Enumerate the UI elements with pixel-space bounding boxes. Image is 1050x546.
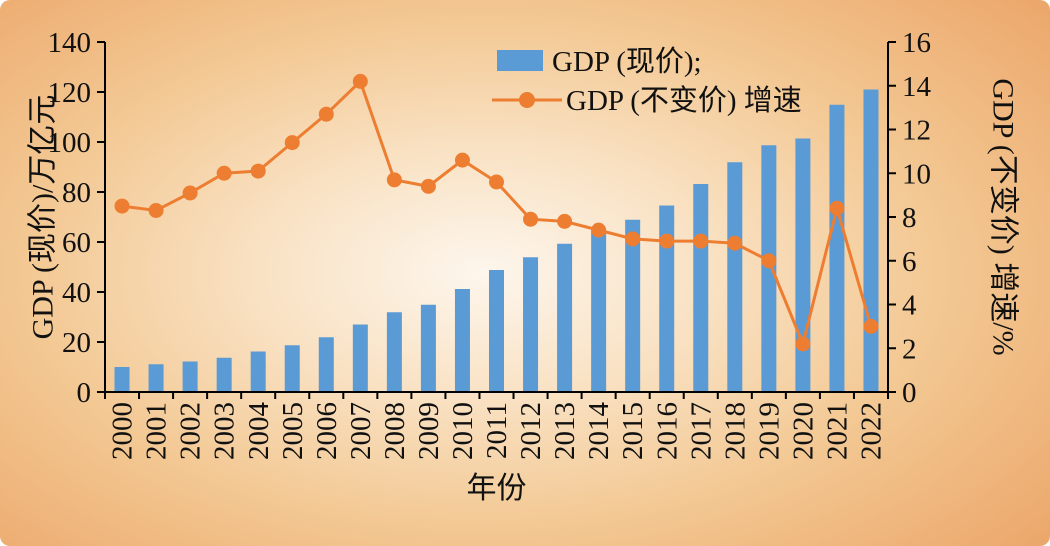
growth-marker <box>727 235 743 251</box>
gdp-bar <box>352 324 368 392</box>
left-tick-label: 60 <box>62 227 91 259</box>
x-tick-label: 2002 <box>175 402 207 460</box>
growth-marker <box>420 178 436 194</box>
right-tick-label: 14 <box>902 71 932 103</box>
gdp-bar <box>863 89 879 392</box>
gdp-bar <box>761 145 777 392</box>
growth-marker <box>829 200 845 216</box>
gdp-bar <box>250 351 266 392</box>
x-axis-title: 年份 <box>467 472 527 505</box>
right-tick-label: 0 <box>902 377 917 409</box>
left-tick-label: 120 <box>48 77 92 109</box>
growth-marker <box>318 106 334 122</box>
x-tick-label: 2012 <box>515 402 547 460</box>
growth-marker <box>182 185 198 201</box>
x-tick-label: 2006 <box>311 402 343 460</box>
x-tick-label: 2009 <box>413 402 445 460</box>
x-tick-label: 2022 <box>856 402 888 460</box>
right-tick-label: 12 <box>902 115 931 147</box>
growth-marker <box>352 73 368 89</box>
gdp-bar <box>523 257 539 392</box>
x-tick-label: 2018 <box>719 402 751 460</box>
growth-marker <box>148 202 164 218</box>
legend-swatch-gdp <box>497 50 543 71</box>
gdp-bar <box>386 312 402 392</box>
gdp-bar <box>114 367 130 392</box>
left-tick-label: 100 <box>48 127 92 159</box>
x-tick-label: 2008 <box>379 402 411 460</box>
gdp-bar <box>693 184 709 392</box>
gdp-bar <box>454 289 470 392</box>
legend-label-growth: GDP (不变价) 增速 <box>566 84 802 117</box>
gdp-bar <box>182 361 198 392</box>
gdp-bar <box>829 104 845 392</box>
x-tick-label: 2000 <box>107 402 139 460</box>
gdp-bar <box>318 337 334 392</box>
right-tick-label: 8 <box>902 202 917 234</box>
left-tick-label: 20 <box>62 327 91 359</box>
growth-marker <box>761 253 777 269</box>
growth-marker <box>386 172 402 188</box>
x-tick-label: 2019 <box>753 402 785 460</box>
x-tick-label: 2020 <box>787 402 819 460</box>
gdp-bar <box>727 162 743 392</box>
gdp-bar <box>659 205 675 392</box>
y-axis-title-right: GDP (不变价) 增速/% <box>987 78 1020 355</box>
right-tick-label: 16 <box>902 27 931 59</box>
growth-marker <box>591 222 607 238</box>
right-tick-label: 2 <box>902 333 917 365</box>
x-tick-label: 2005 <box>277 402 309 460</box>
gdp-bar <box>148 364 164 392</box>
left-tick-label: 40 <box>62 277 91 309</box>
x-tick-label: 2010 <box>447 402 479 460</box>
x-tick-label: 2003 <box>209 402 241 460</box>
right-tick-label: 4 <box>902 290 917 322</box>
growth-marker <box>795 336 811 352</box>
gdp-bar <box>625 219 641 392</box>
growth-marker <box>454 152 470 168</box>
x-tick-label: 2013 <box>549 402 581 460</box>
growth-marker <box>625 231 641 247</box>
x-tick-label: 2011 <box>481 402 513 459</box>
growth-marker <box>557 213 573 229</box>
x-tick-label: 2004 <box>243 402 275 461</box>
left-tick-label: 0 <box>77 377 92 409</box>
growth-marker <box>250 163 266 179</box>
growth-marker <box>489 174 504 190</box>
x-tick-label: 2001 <box>141 402 173 460</box>
growth-marker <box>693 233 709 249</box>
x-tick-label: 2014 <box>583 402 615 461</box>
gdp-bar <box>591 231 607 392</box>
right-tick-label: 10 <box>902 158 931 190</box>
gdp-bar <box>284 345 300 392</box>
growth-marker <box>863 318 879 334</box>
x-tick-label: 2017 <box>685 402 717 460</box>
gdp-bar <box>420 304 436 392</box>
y-axis-title-left: GDP (现价)/万亿元 <box>27 95 60 340</box>
x-tick-label: 2015 <box>617 402 649 460</box>
x-tick-label: 2021 <box>822 402 854 460</box>
growth-marker <box>216 165 232 181</box>
growth-marker <box>114 198 130 214</box>
left-tick-label: 80 <box>62 177 91 209</box>
gdp-bar <box>216 357 232 392</box>
gdp-bar <box>489 270 504 392</box>
left-tick-label: 140 <box>48 27 92 59</box>
gdp-bar <box>795 138 811 392</box>
right-tick-label: 6 <box>902 246 917 278</box>
x-tick-label: 2007 <box>345 402 377 460</box>
x-tick-label: 2016 <box>651 402 683 460</box>
gdp-bar <box>557 243 573 392</box>
growth-marker <box>284 135 300 151</box>
growth-marker <box>523 211 539 227</box>
growth-marker <box>659 233 675 249</box>
legend-label-gdp: GDP (现价); <box>552 46 702 78</box>
legend-marker-growth <box>519 92 535 108</box>
